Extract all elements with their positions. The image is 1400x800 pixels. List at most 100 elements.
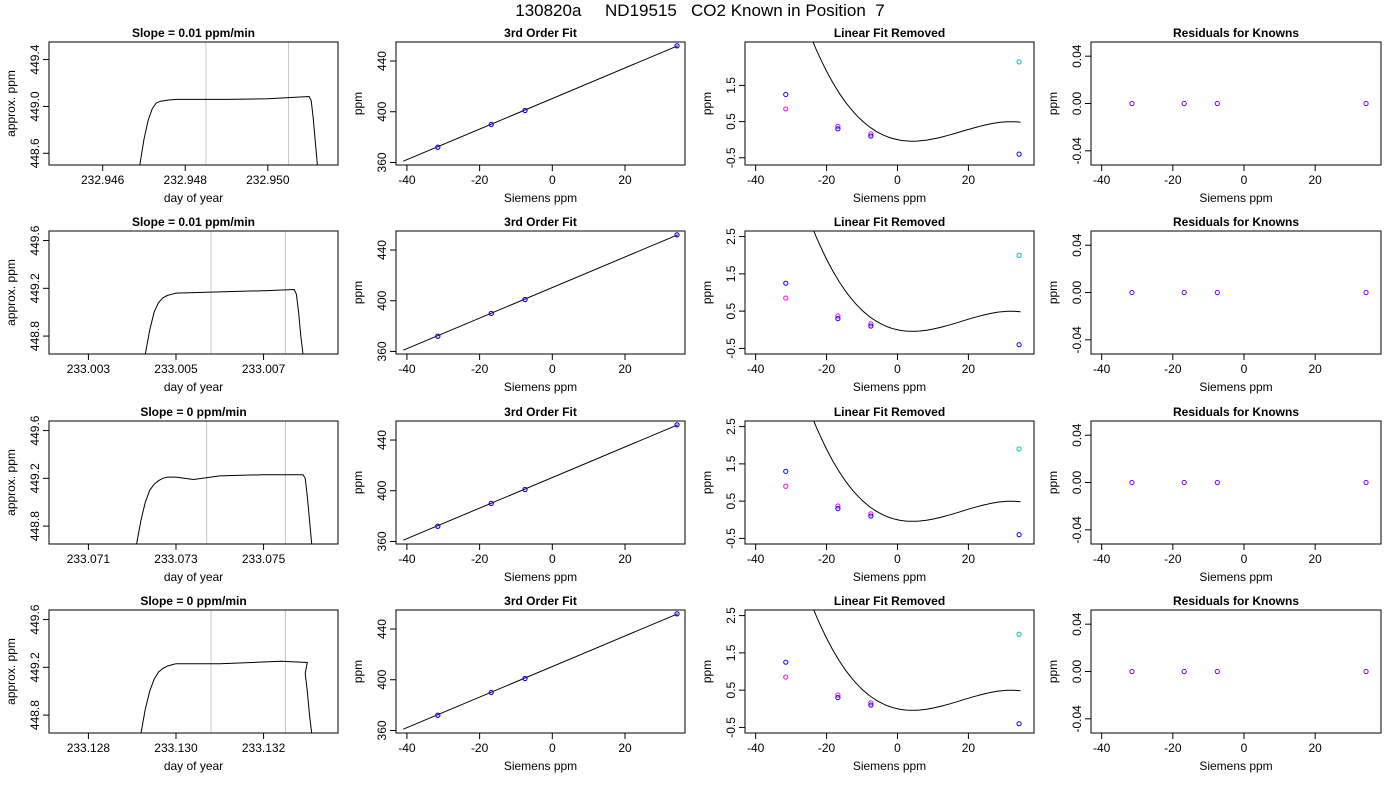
- plot-frame: [395, 420, 686, 545]
- panel-title: Linear Fit Removed: [834, 405, 945, 419]
- x-tick-label: -40: [747, 173, 765, 187]
- x-tick-label: -20: [1164, 173, 1182, 187]
- y-tick-label: 449.2: [28, 652, 42, 682]
- y-tick-label: 2.5: [724, 418, 738, 435]
- panel-r3-c2: 3rd Order Fit -40 -20 0 20 360 400 440 Siemens p…: [351, 405, 686, 584]
- y-tick-label: 400: [375, 480, 389, 500]
- y-tick-label: 1.5: [724, 455, 738, 472]
- x-tick-label: 233.073: [154, 552, 198, 566]
- x-axis-label: day of year: [164, 191, 223, 205]
- x-tick-label: 232.950: [246, 173, 290, 187]
- x-tick-label: -40: [747, 362, 765, 376]
- y-tick-label: 400: [375, 101, 389, 121]
- plot-frame: [744, 230, 1035, 355]
- panel-r1-c4: Residuals for Knowns -40 -20 0 20 -0.04 0.00 0.…: [1046, 26, 1382, 205]
- known-point: [522, 107, 528, 114]
- x-axis-label: Siemens ppm: [853, 380, 926, 394]
- known-point: [868, 702, 874, 708]
- panel-title: Residuals for Knowns: [1173, 405, 1299, 419]
- known-point: [783, 91, 789, 98]
- outlier-point: [1016, 446, 1022, 452]
- fit-curve: [812, 42, 1021, 142]
- x-tick-label: -20: [471, 552, 489, 566]
- plot-area: [783, 231, 1022, 348]
- plot-frame: [48, 230, 339, 355]
- y-axis-label: ppm: [700, 92, 714, 115]
- x-tick-label: 0: [894, 741, 901, 755]
- plot-area: [783, 42, 1022, 157]
- x-tick-label: -40: [398, 552, 416, 566]
- x-axis-label: Siemens ppm: [504, 759, 577, 773]
- fit-curve: [813, 231, 1021, 332]
- plot-frame: [395, 230, 686, 355]
- fit-curve: [813, 421, 1021, 522]
- plot-frame: [744, 420, 1035, 545]
- y-axis-label: ppm: [351, 471, 365, 494]
- x-tick-label: 0: [549, 362, 556, 376]
- x-tick-label: 20: [618, 741, 632, 755]
- panel-title: Slope = 0 ppm/min: [140, 405, 246, 419]
- known-point: [835, 315, 841, 322]
- x-tick-label: 20: [618, 173, 632, 187]
- x-axis-label: Siemens ppm: [1199, 570, 1272, 584]
- y-tick-label: 0.04: [1070, 612, 1084, 636]
- x-axis-label: Siemens ppm: [853, 759, 926, 773]
- x-tick-label: -40: [1093, 552, 1111, 566]
- y-tick-label: 360: [375, 152, 389, 172]
- residual-point: [1181, 289, 1187, 296]
- known-point: [674, 232, 680, 238]
- x-axis-label: Siemens ppm: [504, 191, 577, 205]
- y-tick-label: 448.6: [28, 138, 42, 168]
- residual-point: [1363, 479, 1369, 486]
- x-tick-label: 20: [962, 173, 976, 187]
- y-axis-label: approx. ppm: [4, 638, 18, 705]
- y-tick-label: 448.8: [28, 511, 42, 541]
- alt-point: [868, 321, 874, 327]
- plot-frame: [48, 420, 339, 545]
- x-tick-label: -40: [1093, 362, 1111, 376]
- panel-r2-c3: Linear Fit Removed -40 -20 0 20 -0.5 0.5 1.5 2.5…: [700, 215, 1035, 394]
- y-tick-label: 449.0: [28, 91, 42, 121]
- y-tick-label: 400: [375, 669, 389, 689]
- x-tick-label: 20: [1308, 741, 1322, 755]
- plot-frame: [395, 41, 686, 166]
- y-axis-label: ppm: [1046, 281, 1060, 304]
- x-tick-label: 233.005: [154, 362, 198, 376]
- plot-area: [1129, 100, 1369, 107]
- y-tick-label: 0.00: [1070, 659, 1084, 683]
- panel-r4-c1: Slope = 0 ppm/min 233.128 233.130 233.132 44…: [4, 594, 339, 773]
- y-tick-label: 0.00: [1070, 280, 1084, 304]
- residual-point: [1214, 668, 1220, 675]
- x-tick-label: -20: [1164, 362, 1182, 376]
- y-tick-label: -0.5: [724, 338, 738, 359]
- plot-area: [403, 611, 680, 730]
- known-point: [835, 126, 841, 132]
- x-tick-label: 0: [549, 552, 556, 566]
- x-tick-label: -20: [1164, 552, 1182, 566]
- y-tick-label: 449.6: [28, 225, 42, 255]
- known-point: [488, 121, 494, 128]
- x-axis-label: Siemens ppm: [504, 570, 577, 584]
- x-tick-label: 233.003: [67, 362, 111, 376]
- x-tick-label: 0: [1241, 173, 1248, 187]
- y-tick-label: 448.8: [28, 700, 42, 730]
- y-tick-label: 440: [375, 619, 389, 639]
- y-tick-label: 1.5: [724, 265, 738, 282]
- plot-frame: [1090, 420, 1382, 545]
- y-axis-label: ppm: [351, 660, 365, 683]
- x-tick-label: 0: [1241, 552, 1248, 566]
- plot-area: [403, 232, 680, 351]
- panel-r4-c2: 3rd Order Fit -40 -20 0 20 360 400 440 Siemens p…: [351, 594, 686, 773]
- y-tick-label: 440: [375, 51, 389, 71]
- plot-area: [136, 421, 313, 544]
- x-tick-label: 233.075: [242, 552, 286, 566]
- panel-title: 3rd Order Fit: [504, 405, 577, 419]
- known-point: [488, 689, 494, 696]
- known-point: [1016, 342, 1022, 348]
- y-tick-label: 0.04: [1070, 423, 1084, 447]
- plot-area: [1129, 479, 1369, 486]
- x-tick-label: 0: [1241, 362, 1248, 376]
- panel-title: Slope = 0.01 ppm/min: [132, 26, 255, 40]
- residual-point: [1129, 289, 1135, 296]
- x-tick-label: 0: [1241, 741, 1248, 755]
